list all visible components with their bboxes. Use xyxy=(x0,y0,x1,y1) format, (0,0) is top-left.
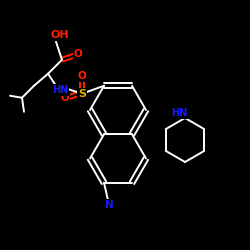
Text: HN: HN xyxy=(52,85,68,95)
Text: HN: HN xyxy=(171,108,187,118)
Text: OH: OH xyxy=(51,30,69,40)
Text: O: O xyxy=(74,49,82,59)
Text: N: N xyxy=(104,200,114,210)
Text: S: S xyxy=(78,89,86,99)
Text: O: O xyxy=(78,71,86,81)
Text: O: O xyxy=(60,93,69,103)
